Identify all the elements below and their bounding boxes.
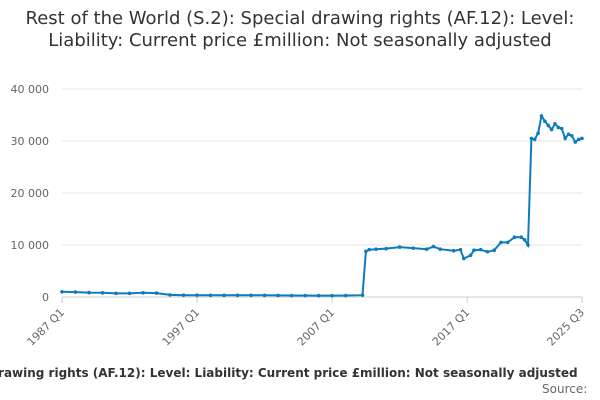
data-point xyxy=(360,293,365,297)
data-point xyxy=(208,293,213,298)
data-point xyxy=(478,247,483,252)
source-label: Source: xyxy=(542,382,588,396)
data-point xyxy=(529,136,534,141)
data-point xyxy=(549,127,554,132)
series-points xyxy=(60,114,584,298)
data-point xyxy=(195,293,199,297)
data-point xyxy=(87,290,91,295)
x-tick-label: 2017 Q1 xyxy=(430,306,473,349)
y-axis: 0 10 000 20 000 30 000 40 000 xyxy=(11,83,50,304)
data-point xyxy=(559,126,564,131)
data-point xyxy=(114,291,118,296)
data-point xyxy=(438,247,442,251)
data-point xyxy=(472,248,476,252)
chart-title: Rest of the World (S.2): Special drawing… xyxy=(25,8,575,51)
x-tick-label: 1987 Q1 xyxy=(25,306,68,349)
y-tick-label: 30 000 xyxy=(11,135,50,148)
data-point xyxy=(343,293,348,298)
data-point xyxy=(60,290,64,294)
data-point xyxy=(462,256,466,261)
data-point xyxy=(553,122,557,126)
data-point xyxy=(573,140,578,144)
x-tick-label: 2025 Q3 xyxy=(545,306,588,349)
data-point xyxy=(411,246,415,250)
data-point xyxy=(576,137,581,142)
x-axis: 1987 Q1 1997 Q1 2007 Q1 2017 Q1 2025 Q3 xyxy=(25,297,588,349)
data-point xyxy=(424,247,429,251)
data-point xyxy=(539,114,544,118)
data-point xyxy=(262,293,267,298)
data-point xyxy=(235,293,240,298)
data-point xyxy=(519,235,524,239)
data-point xyxy=(222,293,226,298)
data-point xyxy=(532,137,537,142)
data-point xyxy=(367,247,372,252)
data-point xyxy=(563,136,567,141)
data-point xyxy=(249,293,253,298)
data-point xyxy=(512,235,517,239)
data-point xyxy=(73,290,78,294)
data-point xyxy=(127,291,132,296)
data-point xyxy=(374,247,378,251)
data-point xyxy=(100,291,105,295)
data-point xyxy=(536,131,540,135)
data-point xyxy=(303,293,307,298)
data-point xyxy=(168,293,172,297)
legend: Rest of the World (S.2): Special drawing… xyxy=(0,362,600,380)
data-point xyxy=(556,125,561,130)
x-tick-label: 1997 Q1 xyxy=(160,306,203,349)
data-point xyxy=(458,247,463,252)
data-point xyxy=(543,119,547,124)
data-point xyxy=(431,244,436,249)
data-point xyxy=(468,253,473,258)
data-point xyxy=(330,293,334,298)
data-point xyxy=(485,249,490,254)
data-point xyxy=(276,293,280,298)
y-tick-label: 40 000 xyxy=(11,83,50,96)
data-point xyxy=(580,136,584,141)
data-point xyxy=(154,291,159,295)
data-point xyxy=(141,291,145,295)
y-tick-label: 20 000 xyxy=(11,187,50,200)
data-point xyxy=(566,132,571,137)
series-line xyxy=(61,113,583,297)
data-point xyxy=(316,293,321,298)
data-point xyxy=(289,293,294,298)
data-point xyxy=(451,248,456,253)
data-point xyxy=(364,249,368,254)
data-point xyxy=(526,243,530,247)
data-point xyxy=(181,293,186,297)
legend-label: Rest of the World (S.2): Special drawing… xyxy=(0,366,578,380)
data-point xyxy=(570,134,574,138)
data-point xyxy=(546,123,551,128)
y-tick-label: 10 000 xyxy=(11,239,50,252)
data-point xyxy=(384,246,388,251)
data-point xyxy=(499,240,503,245)
data-point xyxy=(522,238,527,242)
data-point xyxy=(492,248,497,252)
data-point xyxy=(397,245,402,249)
data-point xyxy=(505,240,510,245)
y-tick-label: 0 xyxy=(42,291,49,304)
gridlines xyxy=(62,88,582,298)
x-tick-label: 2007 Q1 xyxy=(295,306,338,349)
